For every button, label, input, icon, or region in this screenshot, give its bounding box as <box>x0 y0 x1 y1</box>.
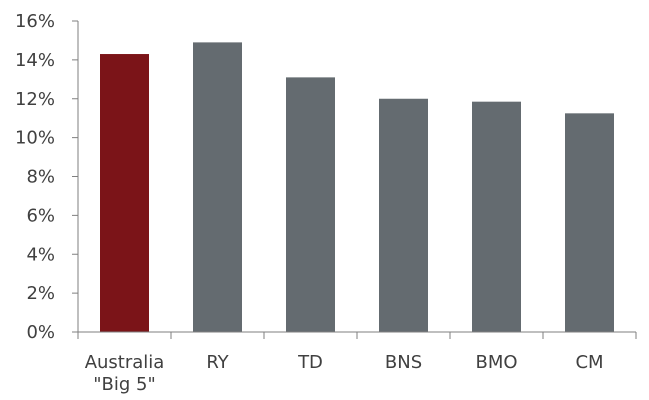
bars <box>100 42 614 333</box>
y-tick-label: 2% <box>26 283 55 304</box>
x-tick-label: CM <box>575 352 603 373</box>
bar <box>193 42 242 332</box>
bar <box>100 54 149 332</box>
bar <box>472 101 521 332</box>
bar <box>565 113 614 332</box>
y-tick-label: 16% <box>15 11 55 32</box>
y-tick-label: 8% <box>26 167 55 188</box>
y-tick-label: 10% <box>15 128 55 149</box>
x-tick-label: "Big 5" <box>93 374 156 395</box>
x-axis: Australia"Big 5" RY TD BNS BMO CM <box>77 331 637 395</box>
x-tick-label: RY <box>206 352 229 373</box>
x-tick-label: BMO <box>475 352 517 373</box>
x-tick-label: TD <box>297 352 323 373</box>
bar <box>379 98 428 332</box>
x-tick-label: Australia <box>85 352 165 373</box>
y-axis: 0% 2% 4% 6% 8% 10% 12% 14% 16% <box>15 11 79 343</box>
y-tick-label: 6% <box>26 205 55 226</box>
bar <box>286 77 335 333</box>
y-tick-label: 14% <box>15 50 55 71</box>
x-tick-label: BNS <box>385 352 422 373</box>
y-tick-label: 12% <box>15 89 55 110</box>
y-tick-label: 0% <box>26 322 55 343</box>
y-tick-label: 4% <box>26 244 55 265</box>
